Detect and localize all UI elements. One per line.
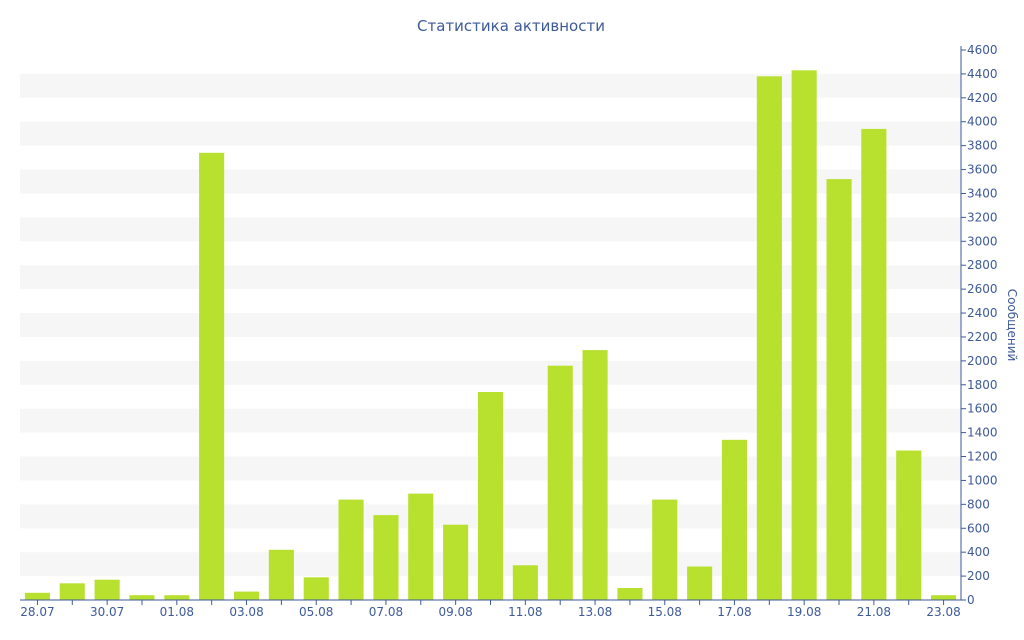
y-tick-label: 3600 [967, 163, 998, 177]
y-axis: 0 200 400 600 800 1000 1200 1400 1600 1800 2000 220… [960, 43, 998, 607]
x-tick-label: 01.08 [160, 605, 194, 619]
y-tick-label: 0 [967, 593, 975, 607]
y-tick-label: 3800 [967, 139, 998, 153]
bar [617, 588, 643, 600]
bar [408, 493, 434, 600]
y-tick-label: 1000 [967, 473, 998, 487]
bar [94, 579, 120, 600]
x-tick-label: 19.08 [787, 605, 821, 619]
bar [931, 595, 957, 600]
x-tick-label: 05.08 [299, 605, 333, 619]
grid-band [20, 313, 961, 337]
x-tick-label: 30.07 [90, 605, 124, 619]
y-tick-label: 4200 [967, 91, 998, 105]
y-tick-label: 2000 [967, 354, 998, 368]
bar [59, 583, 85, 600]
y-axis-label: Сообщений [1005, 289, 1019, 362]
y-tick-label: 2200 [967, 330, 998, 344]
x-tick-label: 11.08 [508, 605, 542, 619]
x-tick-label: 13.08 [578, 605, 612, 619]
y-tick-label: 3000 [967, 234, 998, 248]
grid-band [20, 265, 961, 290]
bar [24, 592, 50, 600]
y-tick-label: 2600 [967, 282, 998, 296]
grid-band [20, 121, 961, 146]
y-tick-label: 1400 [967, 426, 998, 440]
y-tick-label: 4600 [967, 43, 998, 57]
y-tick-label: 3200 [967, 210, 998, 224]
bar [478, 392, 504, 600]
bar [338, 499, 364, 600]
x-tick-label: 21.08 [857, 605, 891, 619]
bar [791, 70, 817, 601]
y-tick-label: 1600 [967, 402, 998, 416]
x-tick-label: 28.07 [20, 605, 54, 619]
bar [234, 591, 260, 600]
bar [547, 365, 573, 600]
y-tick-label: 600 [967, 521, 990, 535]
bar [861, 128, 887, 600]
bar [756, 76, 782, 601]
chart-title: Статистика активности [417, 17, 605, 35]
bar [164, 595, 190, 600]
bar-series [24, 70, 957, 601]
grid-band [20, 217, 961, 242]
grid-band [20, 73, 961, 98]
y-tick-label: 3400 [967, 186, 998, 200]
x-tick-label: 09.08 [438, 605, 472, 619]
y-tick-label: 1200 [967, 450, 998, 464]
x-axis: 28.07 30.07 01.08 03.08 05.08 07.08 09.08 11.08… [20, 599, 961, 619]
x-tick-label: 23.08 [926, 605, 960, 619]
y-tick-label: 800 [967, 497, 990, 511]
bar [268, 549, 294, 600]
y-tick-label: 1800 [967, 378, 998, 392]
bar [512, 565, 538, 600]
x-tick-label: 03.08 [229, 605, 263, 619]
bar [303, 577, 329, 600]
x-tick-label: 15.08 [648, 605, 682, 619]
y-tick-label: 4000 [967, 115, 998, 129]
bar [373, 515, 399, 600]
bar [129, 595, 155, 600]
y-tick-label: 200 [967, 569, 990, 583]
y-tick-label: 2400 [967, 306, 998, 320]
bar [199, 152, 225, 601]
grid-band [20, 169, 961, 194]
x-tick-label: 07.08 [369, 605, 403, 619]
bar [721, 439, 747, 600]
bar [582, 350, 608, 600]
y-tick-label: 2800 [967, 258, 998, 272]
y-tick-label: 400 [967, 545, 990, 559]
grid-band [20, 360, 961, 385]
bar [826, 179, 852, 600]
y-tick-label: 4400 [967, 67, 998, 81]
bar [896, 450, 922, 600]
bar [443, 524, 469, 600]
bar [652, 499, 678, 600]
x-tick-label: 17.08 [717, 605, 751, 619]
bar [687, 566, 713, 600]
